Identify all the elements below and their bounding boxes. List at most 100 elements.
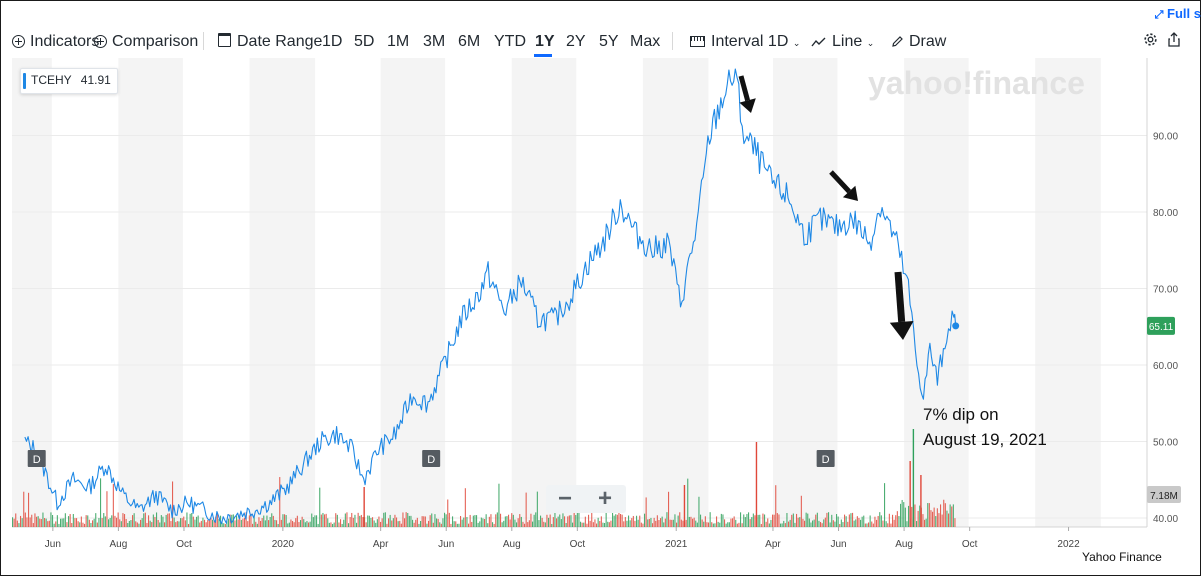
volume-bar: [932, 511, 934, 527]
range-button-1d[interactable]: 1D: [322, 33, 343, 50]
x-tick-label: Aug: [503, 539, 521, 550]
volume-bar: [338, 522, 340, 527]
volume-bar: [935, 516, 937, 527]
volume-bar: [768, 523, 770, 527]
volume-bar: [783, 520, 785, 527]
month-band: [511, 58, 577, 527]
volume-bar: [223, 523, 225, 527]
range-button-ytd[interactable]: YTD: [494, 33, 526, 50]
volume-bar: [309, 521, 311, 527]
volume-bar: [852, 512, 854, 527]
volume-bar: [634, 520, 636, 527]
volume-bar: [663, 522, 665, 527]
volume-bar: [608, 522, 610, 527]
month-band: [118, 58, 183, 527]
volume-bar: [616, 514, 618, 527]
date-range-button[interactable]: Date Range: [218, 33, 322, 51]
volume-bar: [352, 517, 354, 527]
volume-bar: [424, 516, 426, 527]
volume-bar: [175, 522, 177, 527]
share-button[interactable]: [1168, 32, 1180, 52]
range-button-1m[interactable]: 1M: [387, 33, 410, 50]
volume-bar: [791, 514, 793, 527]
volume-bar: [365, 522, 367, 527]
zoom-in-button[interactable]: +: [598, 485, 613, 512]
volume-bar: [488, 516, 490, 527]
volume-bar: [178, 521, 180, 527]
range-button-5d[interactable]: 5D: [354, 33, 375, 50]
volume-bar: [623, 521, 625, 527]
comparison-button[interactable]: Comparison: [94, 33, 198, 51]
interval-button[interactable]: Interval 1D ⌄: [690, 33, 800, 51]
settings-button[interactable]: [1143, 32, 1158, 52]
volume-bar: [66, 522, 68, 527]
volume-bar: [677, 515, 679, 527]
volume-bar: [645, 497, 647, 527]
volume-bar: [127, 522, 129, 527]
volume-bar: [157, 519, 159, 527]
chart-type-button[interactable]: Line ⌄: [811, 33, 874, 53]
volume-bar: [255, 521, 257, 527]
volume-bar: [741, 523, 743, 527]
volume-bar: [837, 516, 839, 527]
volume-bar: [68, 516, 70, 527]
dividend-marker-label: D: [427, 454, 435, 466]
range-button-max[interactable]: Max: [630, 33, 661, 50]
zoom-out-button[interactable]: −: [558, 485, 573, 512]
range-button-3m[interactable]: 3M: [423, 33, 446, 50]
indicators-button[interactable]: Indicators: [12, 33, 99, 51]
range-button-1y[interactable]: 1Y: [535, 33, 555, 50]
volume-bar: [648, 518, 650, 527]
volume-bar: [821, 523, 823, 527]
volume-bar: [650, 517, 652, 527]
volume-bar: [508, 514, 510, 527]
volume-bar: [501, 522, 503, 527]
x-tick-label: 2020: [272, 539, 295, 550]
volume-bar: [367, 515, 369, 527]
volume-bar: [629, 520, 631, 527]
fullscreen-link[interactable]: ⤢ Full s: [1155, 6, 1201, 22]
volume-bar: [55, 521, 57, 527]
volume-bar: [546, 514, 548, 527]
volume-bar: [808, 518, 810, 527]
volume-bar: [520, 516, 522, 527]
volume-bar: [815, 514, 817, 527]
volume-bar: [885, 521, 887, 527]
fullscreen-label: Full s: [1167, 6, 1201, 21]
volume-bar: [528, 520, 530, 527]
volume-bar: [709, 512, 711, 527]
volume-bar: [564, 516, 566, 527]
volume-bar: [580, 521, 582, 527]
range-button-2y[interactable]: 2Y: [566, 33, 586, 50]
range-button-6m[interactable]: 6M: [458, 33, 481, 50]
volume-bar: [468, 523, 470, 527]
volume-bar: [917, 510, 919, 527]
volume-bar: [864, 523, 866, 527]
zoom-controls: − +: [546, 485, 626, 513]
volume-bar: [735, 519, 737, 527]
volume-bar: [429, 515, 431, 527]
chart-type-label: Line: [832, 33, 863, 50]
volume-bar: [316, 515, 318, 527]
volume-bar: [434, 514, 436, 527]
range-button-5y[interactable]: 5Y: [599, 33, 619, 50]
volume-bar: [138, 523, 140, 527]
volume-bar: [221, 522, 223, 527]
volume-bar: [736, 523, 738, 527]
volume-bar: [794, 522, 796, 527]
volume-bar: [194, 519, 196, 527]
volume-bar: [284, 514, 286, 527]
volume-bar: [143, 513, 145, 527]
volume-bar: [845, 516, 847, 527]
chevron-down-icon: ⌄: [792, 38, 801, 48]
draw-button[interactable]: Draw: [891, 33, 946, 53]
volume-bar: [858, 517, 860, 527]
volume-bar: [402, 512, 404, 527]
volume-bar: [776, 513, 778, 527]
volume-bar: [442, 518, 444, 527]
volume-bar: [432, 522, 434, 527]
volume-bar: [498, 483, 500, 527]
volume-bar: [887, 523, 889, 527]
volume-bar: [301, 516, 303, 527]
volume-bar: [375, 522, 377, 527]
